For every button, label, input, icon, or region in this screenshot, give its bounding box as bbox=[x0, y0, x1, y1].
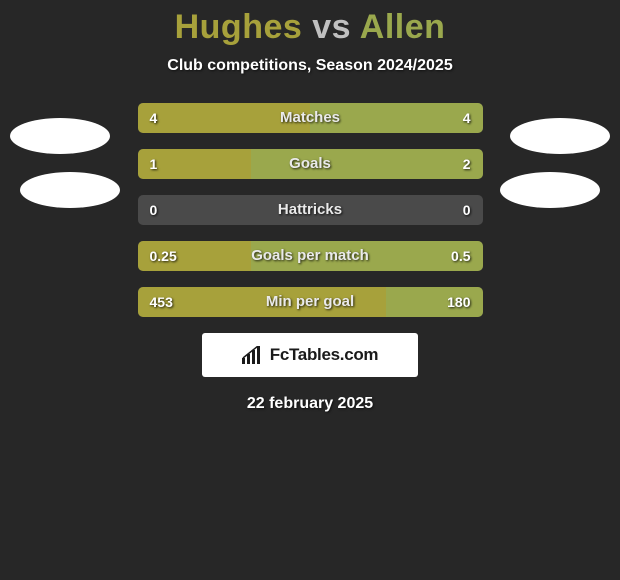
stat-label: Hattricks bbox=[138, 195, 483, 225]
avatar-player1-bottom bbox=[20, 172, 120, 208]
chart-icon bbox=[242, 346, 264, 364]
brand-text: FcTables.com bbox=[270, 345, 379, 365]
avatar-player2-top bbox=[510, 118, 610, 154]
stat-row: 44Matches bbox=[138, 103, 483, 133]
stat-row: 12Goals bbox=[138, 149, 483, 179]
player2-name: Allen bbox=[360, 8, 446, 46]
stat-label: Goals per match bbox=[138, 241, 483, 271]
avatar-player2-bottom bbox=[500, 172, 600, 208]
stat-row: 0.250.5Goals per match bbox=[138, 241, 483, 271]
stat-label: Min per goal bbox=[138, 287, 483, 317]
brand-logo: FcTables.com bbox=[202, 333, 418, 377]
stats-chart: 44Matches 12Goals 00Hattricks 0.250.5Goals … bbox=[138, 103, 483, 317]
vs-text: vs bbox=[312, 8, 351, 46]
stat-label: Goals bbox=[138, 149, 483, 179]
player1-name: Hughes bbox=[175, 8, 303, 46]
stat-label: Matches bbox=[138, 103, 483, 133]
footer-date: 22 february 2025 bbox=[0, 395, 620, 413]
stat-row: 453180Min per goal bbox=[138, 287, 483, 317]
stat-row: 00Hattricks bbox=[138, 195, 483, 225]
page-title: Hughes vs Allen bbox=[0, 0, 620, 47]
avatar-player1-top bbox=[10, 118, 110, 154]
subtitle: Club competitions, Season 2024/2025 bbox=[0, 57, 620, 75]
